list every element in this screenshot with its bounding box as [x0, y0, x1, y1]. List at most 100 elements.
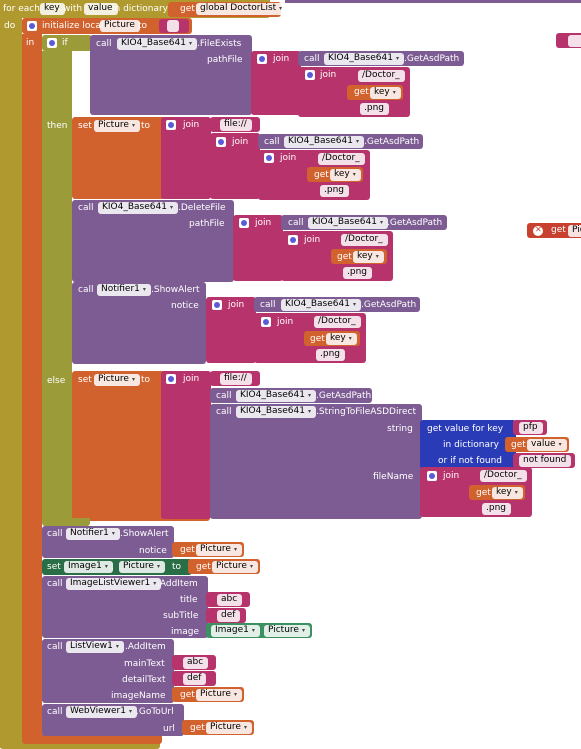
def-text[interactable]: def	[217, 610, 241, 622]
dict-lookup-block[interactable]	[420, 420, 516, 469]
join-gear-icon[interactable]	[257, 54, 267, 64]
pathfile-label: pathFile	[207, 55, 243, 65]
component-selector[interactable]: KIO4_Base641 ▾	[324, 53, 404, 65]
doctor-path-text[interactable]: /Doctor_	[341, 234, 388, 246]
join-gear-icon[interactable]	[427, 471, 437, 481]
component-selector[interactable]: KIO4_Base641 ▾	[284, 136, 364, 148]
notice-label: notice	[171, 301, 199, 311]
to-label: to	[141, 375, 151, 385]
filename-label: fileName	[373, 472, 414, 482]
image-component-selector[interactable]: Image1 ▾	[64, 561, 113, 573]
file-prefix-text[interactable]: file://	[220, 373, 252, 385]
key-var[interactable]: key ▾	[326, 333, 357, 345]
empty-text[interactable]	[167, 20, 179, 32]
png-text[interactable]: .png	[482, 503, 511, 515]
init-local-footer	[22, 734, 162, 744]
component-selector[interactable]: KIO4_Base641 ▾	[236, 406, 316, 418]
key-var[interactable]: key ▾	[370, 87, 401, 99]
def-text[interactable]: def	[183, 673, 207, 685]
key-var[interactable]: key	[40, 3, 65, 15]
picture-var[interactable]: Picture ▾	[196, 544, 242, 556]
value-var[interactable]: value	[84, 3, 118, 15]
detail-text-label: detailText	[122, 675, 166, 685]
join-block[interactable]	[161, 117, 211, 199]
join-gear-icon[interactable]	[166, 120, 176, 130]
call-label: call	[78, 203, 94, 213]
join-gear-icon[interactable]	[212, 300, 222, 310]
component-selector[interactable]: KIO4_Base641 ▾	[236, 390, 316, 402]
set-label: set	[78, 121, 92, 131]
doctor-path-text[interactable]: /Doctor_	[358, 70, 405, 82]
list-view-selector[interactable]: ListView1 ▾	[66, 641, 124, 653]
stray-text[interactable]	[568, 35, 581, 47]
join-label: join	[320, 70, 337, 80]
join-label: join	[255, 218, 272, 228]
abc-text[interactable]: abc	[217, 594, 243, 606]
local-picture-var[interactable]: Picture	[100, 20, 140, 32]
picture-var[interactable]: Picture ▾	[94, 120, 140, 132]
mutator-gear-icon[interactable]	[27, 21, 37, 31]
component-selector[interactable]: KIO4_Base641 ▾	[308, 217, 388, 229]
png-text[interactable]: .png	[360, 103, 389, 115]
show-alert-method: .ShowAlert	[120, 529, 169, 539]
call-label: call	[216, 391, 232, 401]
not-found-text[interactable]: not found	[519, 455, 572, 467]
key-var[interactable]: key ▾	[353, 251, 384, 263]
picture-var[interactable]: Picture ▾	[212, 561, 258, 573]
pfp-text[interactable]: pfp	[519, 422, 543, 434]
picture-var[interactable]: Picture ▾	[196, 689, 242, 701]
image-property-selector[interactable]: Picture ▾	[264, 625, 310, 637]
component-selector[interactable]: KIO4_Base641 ▾	[117, 38, 197, 50]
for-each-label: for each	[3, 4, 40, 14]
error-x-icon: ✕	[535, 225, 542, 234]
get-label: get	[180, 4, 195, 14]
doctor-path-text[interactable]: /Doctor_	[480, 470, 527, 482]
file-exists-method: .FileExists	[197, 39, 242, 49]
image-list-selector[interactable]: ImageListViewer1 ▾	[66, 578, 162, 590]
png-text[interactable]: .png	[320, 185, 349, 197]
get-label: get	[310, 334, 325, 344]
get-label: get	[511, 440, 526, 450]
component-selector[interactable]: KIO4_Base641 ▾	[98, 202, 178, 214]
web-viewer-selector[interactable]: WebViewer1 ▾	[66, 706, 137, 718]
key-var[interactable]: key ▾	[492, 487, 523, 499]
join-block[interactable]	[161, 371, 211, 519]
if-mutator-gear-icon[interactable]	[47, 38, 57, 48]
png-text[interactable]: .png	[343, 267, 372, 279]
component-selector[interactable]: KIO4_Base641 ▾	[281, 299, 361, 311]
if-spine	[42, 51, 72, 521]
subtitle-label: subTitle	[163, 611, 199, 621]
doctor-path-text[interactable]: /Doctor_	[314, 316, 361, 328]
notifier-selector[interactable]: Notifier1 ▾	[97, 284, 151, 296]
join-gear-icon[interactable]	[264, 153, 274, 163]
image-component-selector[interactable]: Image1 ▾	[211, 625, 260, 637]
join-gear-icon[interactable]	[166, 374, 176, 384]
do-label: do	[4, 21, 16, 31]
join-gear-icon[interactable]	[216, 137, 226, 147]
picture-var[interactable]: Picture ▾	[206, 722, 252, 734]
then-label: then	[47, 121, 68, 131]
get-asd-path-method: .GetAsdPath	[404, 54, 460, 64]
join-gear-icon[interactable]	[261, 317, 271, 327]
doctor-path-text[interactable]: /Doctor_	[318, 153, 365, 165]
key-var[interactable]: key ▾	[330, 169, 361, 181]
join-gear-icon[interactable]	[288, 235, 298, 245]
set-label: set	[78, 375, 92, 385]
main-text-label: mainText	[124, 659, 165, 669]
global-doctorlist[interactable]: global DoctorList ▾	[196, 3, 288, 15]
file-prefix-text[interactable]: file://	[220, 119, 252, 131]
string-to-file-block[interactable]	[210, 404, 422, 519]
join-label: join	[273, 54, 290, 64]
notifier-selector[interactable]: Notifier1 ▾	[66, 528, 120, 540]
join-label: join	[183, 120, 200, 130]
image-property-selector[interactable]: Picture ▾	[119, 561, 165, 573]
init-local-spine	[22, 34, 42, 734]
picture-var[interactable]: Picture ▾	[94, 374, 140, 386]
png-text[interactable]: .png	[316, 349, 345, 361]
join-gear-icon[interactable]	[239, 218, 249, 228]
join-gear-icon[interactable]	[305, 70, 315, 80]
picture-var-partial[interactable]: Pic	[568, 225, 581, 237]
abc-text[interactable]: abc	[183, 657, 209, 669]
get-value-for-key-label: get value for key	[427, 424, 504, 434]
value-var[interactable]: value ▾	[527, 439, 567, 451]
